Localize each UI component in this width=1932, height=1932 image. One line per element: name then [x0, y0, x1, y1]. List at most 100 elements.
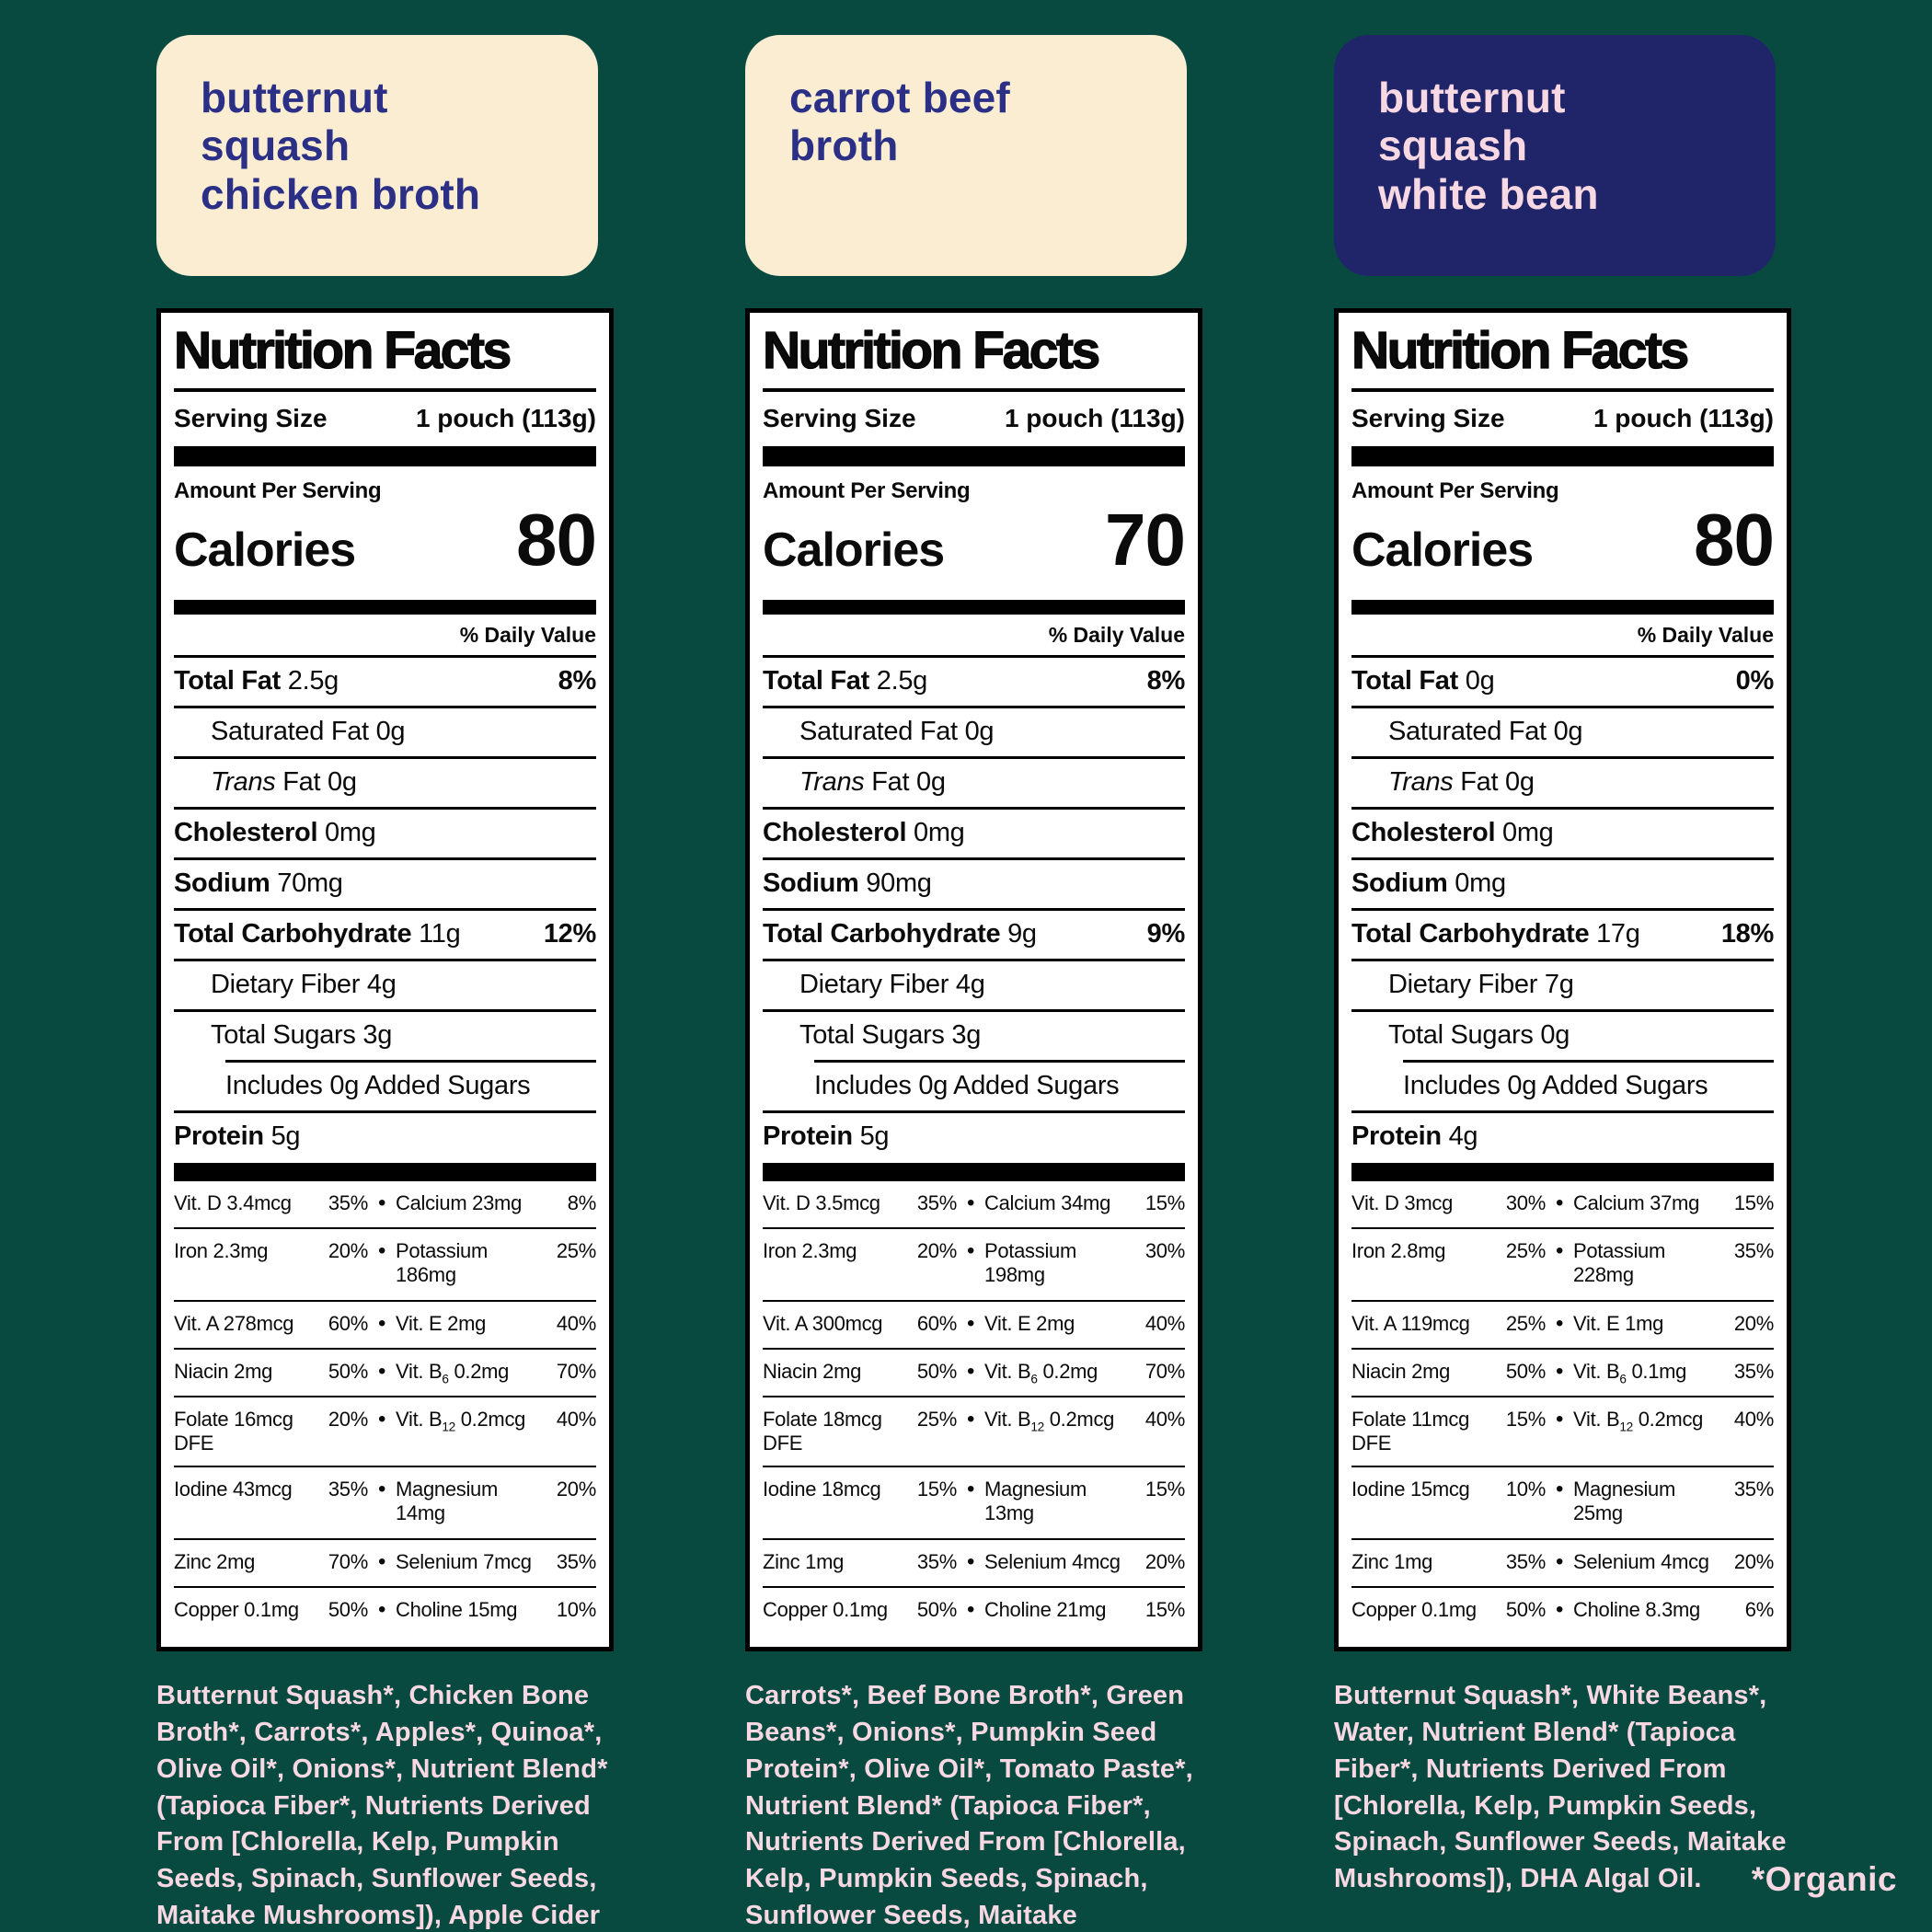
nutrient-label: Cholesterol [763, 817, 907, 847]
divider [1351, 388, 1774, 393]
thick-divider [1351, 599, 1774, 615]
thick-divider [763, 1162, 1185, 1181]
nutrient-row-total-fat: Total Fat 0g 0% [1351, 654, 1774, 706]
nutrient-value: 70mg [277, 868, 343, 898]
nutrient-row-fiber: Dietary Fiber 4g [174, 958, 596, 1009]
nutrient-label: Includes 0g Added Sugars [814, 1070, 1120, 1100]
micronutrient-row: Niacin 2mg 50% • Vit. B6 0.2mg 70% [763, 1347, 1185, 1396]
nutrient-label: Saturated Fat [1388, 716, 1547, 746]
micronutrient-row: Vit. A 278mcg 60% • Vit. E 2mg 40% [174, 1299, 596, 1348]
badge-title-line: squash [1378, 121, 1528, 170]
bullet: • [966, 1190, 975, 1215]
nutrient-row-added-sugars: Includes 0g Added Sugars [1351, 1059, 1774, 1110]
nutrient-dv: 9% [1146, 918, 1186, 949]
micronutrient-row: Folate 11mcg DFE 15% • Vit. B12 0.2mcg 40% [1351, 1396, 1774, 1466]
bullet: • [966, 1310, 975, 1336]
bullet: • [377, 1358, 386, 1384]
nutrient-value: 2.5g [287, 665, 339, 696]
serving-size-value: 1 pouch (113g) [415, 404, 596, 433]
badge-title-line: carrot beef [789, 74, 1010, 121]
divider [763, 388, 1185, 393]
nutrient-row-carbohydrate: Total Carbohydrate 11g 12% [174, 907, 596, 959]
product-badge: butternut squash chicken broth [156, 35, 598, 276]
nutrient-dv: 8% [1146, 665, 1186, 696]
nutrient-value: 0g [964, 716, 995, 746]
badge-title-line: squash [201, 121, 351, 170]
organic-footnote: *Organic [1751, 1860, 1897, 1898]
bullet: • [1555, 1190, 1564, 1215]
calories-value: 70 [1105, 499, 1186, 581]
micronutrient-row: Copper 0.1mg 50% • Choline 8.3mg 6% [1351, 1586, 1774, 1634]
serving-size-label: Serving Size [1351, 404, 1505, 433]
amount-per-serving-label: Amount Per Serving [1351, 478, 1559, 504]
product-badge: butternut squash white bean [1334, 35, 1776, 276]
micronutrient-row: Vit. D 3.4mcg 35% • Calcium 23mg 8% [174, 1190, 596, 1215]
bullet: • [966, 1548, 975, 1574]
nutrient-row-total-fat: Total Fat 2.5g 8% [174, 654, 596, 706]
daily-value-header: % Daily Value [1048, 622, 1185, 647]
bullet: • [966, 1407, 975, 1432]
nutrition-facts-title: Nutrition Facts [1351, 321, 1689, 380]
bullet: • [966, 1477, 975, 1502]
nutrient-label: Total Sugars [1388, 1019, 1534, 1050]
bullet: • [966, 1238, 975, 1264]
calories-label: Calories [174, 523, 356, 577]
nutrient-value: 4g [1448, 1121, 1478, 1151]
nutrient-label: Saturated Fat [799, 716, 958, 746]
nutrient-label: Total Fat [1351, 665, 1458, 696]
nutrient-row-protein: Protein 5g [174, 1110, 596, 1161]
nutrient-label: Total Fat [763, 665, 869, 696]
serving-size-row: Serving Size 1 pouch (113g) [1351, 392, 1774, 446]
nutrition-facts-panel: Nutrition Facts Serving Size 1 pouch (11… [745, 308, 1202, 1652]
nutrition-facts-title: Nutrition Facts [173, 321, 512, 380]
nutrient-label: Includes 0g Added Sugars [1403, 1070, 1708, 1100]
nutrient-value: 17g [1596, 918, 1640, 949]
nutrient-value: 5g [270, 1121, 301, 1151]
bullet: • [1555, 1548, 1564, 1574]
nutrient-row-fiber: Dietary Fiber 7g [1351, 958, 1774, 1009]
nutrient-dv: 18% [1720, 918, 1774, 949]
calories-value: 80 [516, 499, 597, 581]
nutrient-value: 90mg [866, 868, 932, 898]
badge-title-line: broth [789, 121, 899, 170]
amount-per-serving-label: Amount Per Serving [174, 478, 382, 504]
nutrient-label: Includes 0g Added Sugars [225, 1070, 531, 1100]
nutrient-label: Protein [763, 1121, 853, 1151]
nutrient-label: Trans [799, 766, 865, 797]
nutrient-row-sugars: Total Sugars 3g [174, 1008, 596, 1060]
badge-title-line: white bean [1378, 169, 1599, 218]
micronutrient-row: Iron 2.3mg 20% • Potassium 198mg 30% [763, 1227, 1185, 1299]
micronutrient-row: Zinc 2mg 70% • Selenium 7mcg 35% [174, 1537, 596, 1586]
nutrient-label: Total Carbohydrate [763, 918, 1001, 949]
nutrition-facts-panel: Nutrition Facts Serving Size 1 pouch (11… [156, 308, 614, 1652]
thick-divider [763, 599, 1185, 615]
bullet: • [377, 1477, 386, 1502]
nutrient-label: Total Fat [174, 665, 281, 696]
nutrient-row-protein: Protein 4g [1351, 1110, 1774, 1161]
bullet: • [377, 1310, 386, 1336]
nutrient-label: Trans [211, 766, 276, 797]
ingredients-list: Carrots*, Beef Bone Broth*, Green Beans*… [745, 1681, 1193, 1930]
nutrient-value: 0g [916, 766, 946, 797]
nutrient-label: Fat [871, 766, 910, 797]
bullet: • [966, 1358, 975, 1384]
bullet: • [377, 1548, 386, 1574]
nutrient-value: 4g [955, 969, 985, 999]
nutrient-value: 3g [951, 1019, 982, 1050]
nutrient-value: 7g [1544, 969, 1574, 999]
thick-divider [1351, 1162, 1774, 1181]
micronutrient-row: Zinc 1mg 35% • Selenium 4mcg 20% [763, 1537, 1185, 1586]
bullet: • [1555, 1310, 1564, 1336]
thick-divider [174, 1162, 596, 1181]
nutrient-dv: 12% [543, 918, 596, 949]
micronutrient-row: Iodine 15mcg 10% • Magnesium 25mg 35% [1351, 1466, 1774, 1537]
product-column-carrot-beef-broth: carrot beef broth Nutrition Facts Servin… [745, 35, 1202, 1932]
nutrient-row-total-fat: Total Fat 2.5g 8% [763, 654, 1186, 706]
nutrient-label: Dietary Fiber [799, 969, 949, 999]
calories-value: 80 [1694, 499, 1775, 581]
amount-per-serving-label: Amount Per Serving [763, 478, 971, 504]
nutrient-label: Cholesterol [1351, 817, 1496, 847]
bullet: • [966, 1597, 975, 1623]
nutrient-label: Total Sugars [799, 1019, 945, 1050]
